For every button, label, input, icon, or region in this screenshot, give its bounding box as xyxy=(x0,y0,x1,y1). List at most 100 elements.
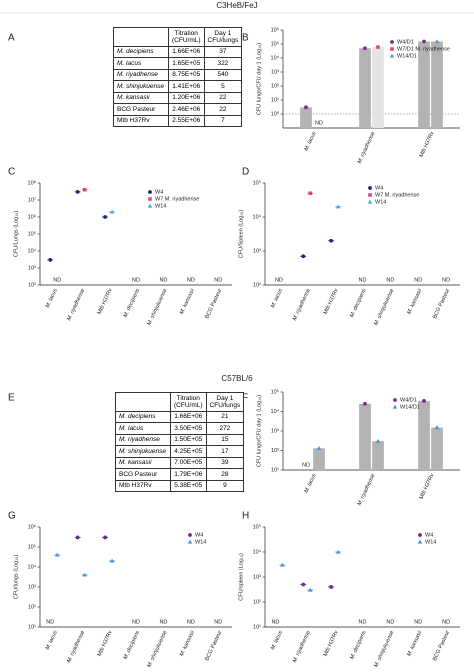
y-tick-label: 10⁶ xyxy=(28,213,36,220)
y-axis-label: CFU lungs/CFU day 1 (Log₁₀) xyxy=(256,43,262,115)
x-tick-label: M. lacus xyxy=(270,630,284,651)
table-cell: 2.55E+06 xyxy=(168,114,205,128)
marker xyxy=(390,47,394,51)
legend-label: W14 xyxy=(155,203,166,209)
y-tick-label: 10² xyxy=(253,282,261,288)
marker xyxy=(147,203,153,208)
x-tick-label: BCG Pasteur xyxy=(432,288,451,320)
table-row: M. shinjukuense 1.41E+06 5 xyxy=(113,80,243,93)
y-tick-label: 10² xyxy=(271,448,279,454)
table-cell: 5.38E+05 xyxy=(170,479,207,493)
y-tick-label: 10⁴ xyxy=(28,247,37,254)
y-tick-label: 10³ xyxy=(253,574,261,580)
value-label: ND xyxy=(359,277,367,283)
table-cell: 4.25E+05 xyxy=(170,445,207,458)
table-cell xyxy=(113,27,169,47)
section-title: C57BL/6 xyxy=(221,374,253,383)
y-tick-label: 10³ xyxy=(28,584,36,590)
value-label: ND xyxy=(214,619,222,625)
y-tick-label: 10⁴ xyxy=(271,54,280,61)
table-cell: M. kansasii xyxy=(113,91,169,105)
marker xyxy=(368,186,372,190)
y-tick-label: 10⁵ xyxy=(253,179,261,186)
x-tick-label: Mtb H37Rv xyxy=(97,630,114,658)
table-header: Titration (CFU/mL) Day 1 CFU/lungs xyxy=(115,392,245,412)
value-label: ND xyxy=(132,277,140,283)
x-tick-label: Mtb H37Rv xyxy=(97,288,114,316)
table-cell: 9 xyxy=(205,479,245,493)
marker xyxy=(367,199,373,204)
table-cell: M. kansasii xyxy=(115,456,171,470)
y-tick-label: 10¹ xyxy=(271,467,279,473)
bar xyxy=(300,107,312,128)
marker xyxy=(148,190,152,194)
table-cell: M. shinjukuense xyxy=(115,445,171,458)
value-label: ND xyxy=(302,462,310,468)
marker xyxy=(280,562,285,567)
x-tick-label: M. kansasii xyxy=(406,287,423,315)
table-cell: BCG Pasteur xyxy=(113,103,169,116)
marker xyxy=(418,533,422,537)
marker xyxy=(422,39,426,44)
panel-label: G xyxy=(8,511,16,522)
table-cell: Day 1 CFU/lungs xyxy=(205,392,245,412)
marker xyxy=(363,401,367,406)
legend-label: W4 xyxy=(195,532,203,538)
y-tick-label: 10³ xyxy=(271,428,279,434)
marker xyxy=(434,39,440,44)
legend-label: W14/D1 xyxy=(397,53,417,59)
legend-label: W4 xyxy=(425,532,433,538)
x-tick-label: M. riyadhense xyxy=(357,131,377,165)
table-cell: Titration (CFU/mL) xyxy=(170,392,207,412)
y-tick-label: 10¹ xyxy=(253,624,261,630)
legend-label: W14/D1 xyxy=(400,404,420,410)
marker xyxy=(434,425,440,430)
table-cell: 1.79E+06 xyxy=(170,468,207,481)
value-label: ND xyxy=(275,277,283,283)
y-tick-label: 10¹ xyxy=(28,624,36,630)
x-tick-label: M. shinjukuense xyxy=(146,630,168,669)
y-tick-label: 10³ xyxy=(253,248,261,254)
table-cell: BCG Pasteur xyxy=(115,468,171,481)
marker xyxy=(301,254,306,259)
x-tick-label: Mtb H37Rv xyxy=(419,473,436,501)
table-cell: 8.75E+05 xyxy=(168,68,205,82)
marker xyxy=(389,53,395,58)
table-cell: 2.46E+06 xyxy=(168,103,205,116)
marker xyxy=(329,238,334,243)
bar xyxy=(372,47,384,128)
bar xyxy=(313,448,325,470)
table-cell: 37 xyxy=(203,45,243,59)
table-row: M. riyadhense 8.75E+05 540 xyxy=(113,68,243,82)
table-cell: M. riyadhense xyxy=(113,68,169,82)
y-tick-label: 10⁸ xyxy=(28,179,36,186)
y-tick-label: 10⁵ xyxy=(253,523,261,530)
value-label: ND xyxy=(159,277,167,283)
marker xyxy=(301,582,306,587)
x-tick-label: M. lacus xyxy=(304,473,318,494)
table-cell: 1.20E+06 xyxy=(168,91,205,105)
table-row: BCG Pasteur 2.46E+06 22 xyxy=(113,103,243,116)
legend-label: W4 xyxy=(375,185,383,191)
value-label: ND xyxy=(159,619,167,625)
y-tick-label: 10² xyxy=(253,599,261,605)
table-header: Titration (CFU/mL) Day 1 CFU/lungs xyxy=(113,27,243,47)
value-label: ND xyxy=(53,277,61,283)
y-tick-label: 10² xyxy=(271,83,279,89)
marker xyxy=(82,187,87,192)
value-label: ND xyxy=(214,277,222,283)
table-cell: 1.66E+06 xyxy=(168,45,205,59)
bar xyxy=(359,48,371,129)
x-tick-label: M. riyadhense xyxy=(66,288,86,322)
y-tick-label: 10⁵ xyxy=(271,388,279,395)
marker xyxy=(304,105,308,110)
y-tick-label: 10² xyxy=(28,282,36,288)
value-label: ND xyxy=(46,619,54,625)
table-row: M. decipiens 1.66E+06 21 xyxy=(115,410,245,424)
value-label: ND xyxy=(414,619,422,625)
x-tick-label: M. riyadhense xyxy=(292,288,312,322)
y-tick-label: 10⁷ xyxy=(28,196,36,203)
marker xyxy=(82,572,87,577)
